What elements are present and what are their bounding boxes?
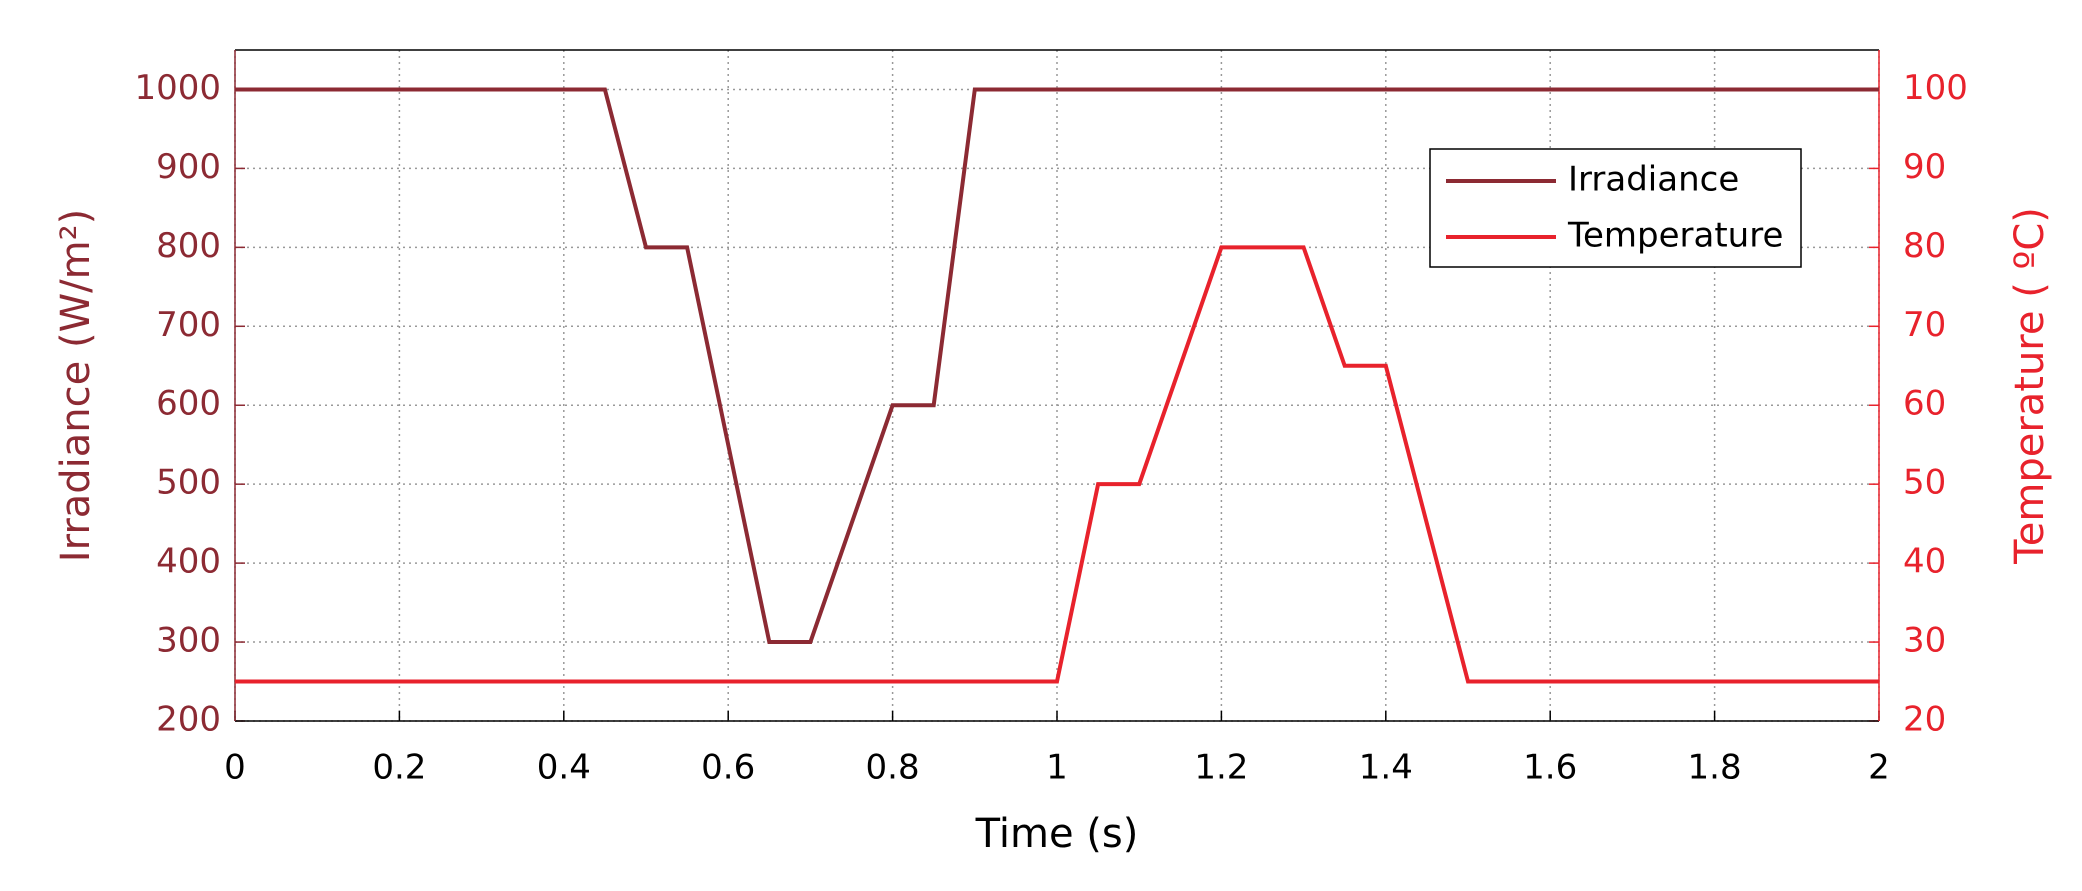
legend-label: Temperature (1567, 216, 1783, 256)
y-axis-label: Irradiance (W/m²) (53, 209, 99, 562)
y2-axis-label: Temperature ( ºC) (2007, 207, 2053, 565)
y-tick-label: 400 (156, 542, 221, 582)
x-tick-label: 0.4 (537, 748, 591, 788)
y2-tick-label: 80 (1903, 226, 1946, 266)
x-tick-label: 1.4 (1359, 748, 1413, 788)
x-tick-label: 1.2 (1194, 748, 1248, 788)
y2-tick-label: 20 (1903, 700, 1946, 740)
x-tick-label: 2 (1868, 748, 1890, 788)
x-tick-label: 1.6 (1523, 748, 1577, 788)
y-tick-label: 900 (156, 147, 221, 187)
x-tick-label: 0.6 (701, 748, 755, 788)
legend-box (1429, 148, 1802, 268)
y-tick-label: 600 (156, 384, 221, 424)
series-line (235, 87, 1879, 645)
y2-tick-label: 40 (1903, 542, 1946, 582)
y-tick-label: 1000 (134, 68, 221, 108)
y2-tick-label: 100 (1903, 68, 1968, 108)
series-line (235, 245, 1879, 684)
y-tick-label: 300 (156, 621, 221, 661)
legend-label: Irradiance (1568, 160, 1739, 200)
y2-tick-label: 70 (1903, 305, 1946, 345)
y-tick-label: 700 (156, 305, 221, 345)
y-tick-label: 200 (156, 700, 221, 740)
x-tick-label: 0 (224, 748, 246, 788)
y-tick-label: 800 (156, 226, 221, 266)
y2-tick-label: 50 (1903, 463, 1946, 503)
x-axis-label: Time (s) (975, 811, 1139, 857)
x-tick-label: 0.2 (372, 748, 426, 788)
x-tick-label: 1 (1046, 748, 1068, 788)
x-tick-label: 1.8 (1688, 748, 1742, 788)
y2-tick-label: 60 (1903, 384, 1946, 424)
y2-tick-label: 90 (1903, 147, 1946, 187)
x-tick-label: 0.8 (866, 748, 920, 788)
y-tick-label: 500 (156, 463, 221, 503)
y2-tick-label: 30 (1903, 621, 1946, 661)
